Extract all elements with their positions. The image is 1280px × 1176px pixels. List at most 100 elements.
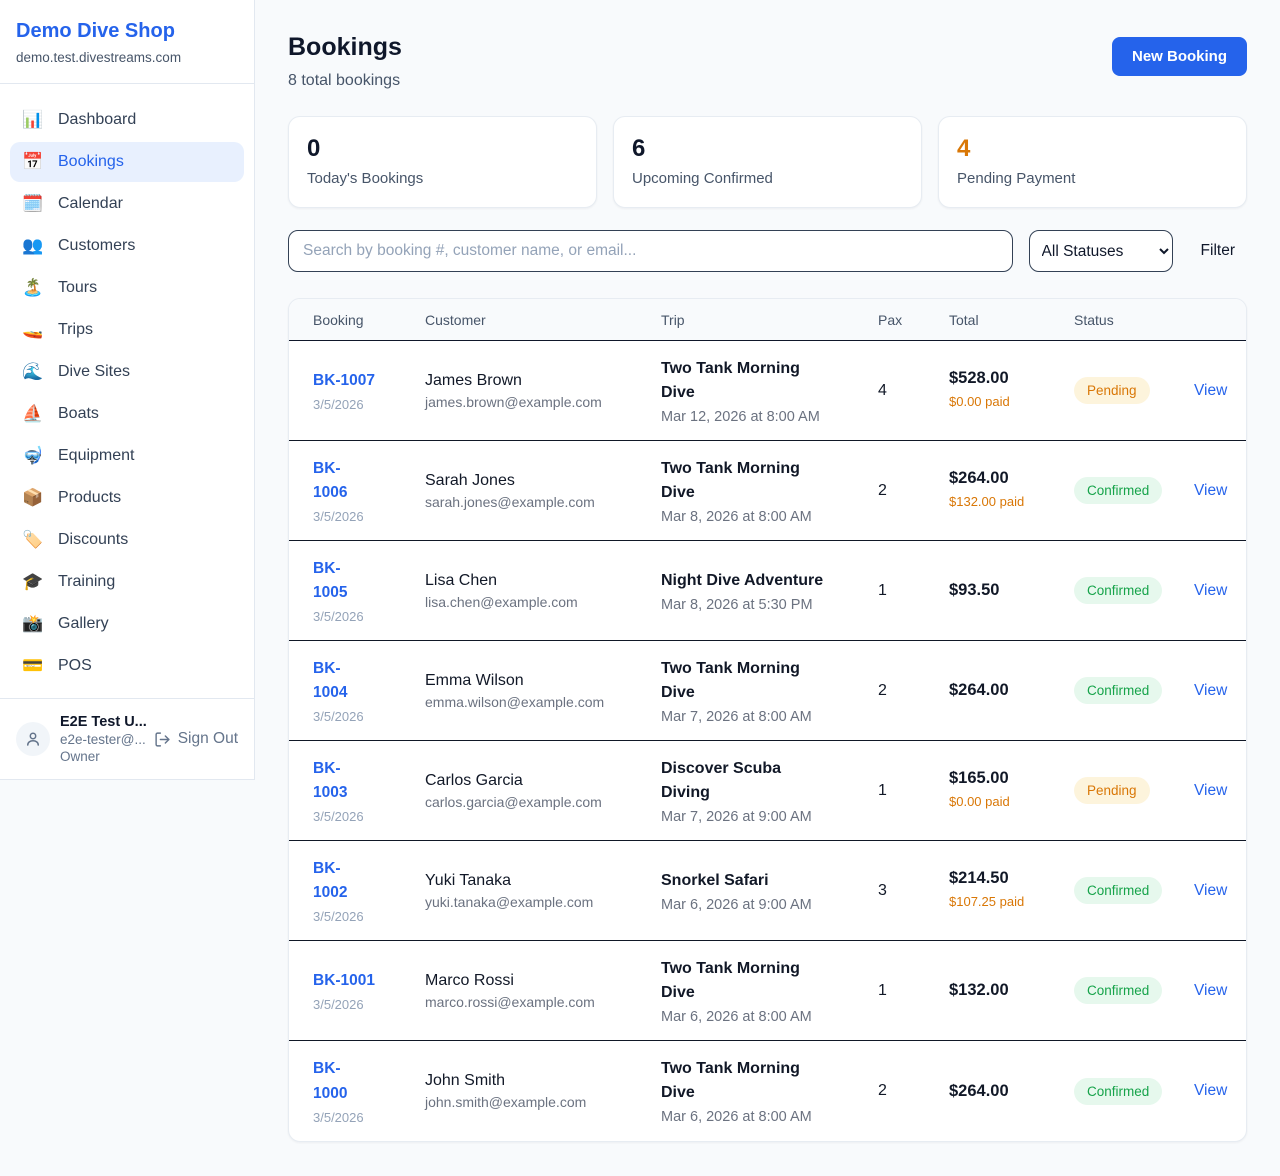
trip-cell: Two Tank Morning Dive Mar 12, 2026 at 8:… (661, 357, 878, 425)
trip-cell: Two Tank Morning Dive Mar 7, 2026 at 8:0… (661, 657, 878, 725)
trip-name: Two Tank Morning Dive (661, 959, 800, 1001)
status-select[interactable]: All Statuses (1028, 230, 1173, 272)
table-row: BK-1001 3/5/2026 Marco Rossi marco.rossi… (289, 941, 1246, 1041)
booking-id-link[interactable]: BK-1007 (313, 371, 376, 389)
bar-chart-icon: 📊 (22, 110, 44, 129)
status-cell: Confirmed (1074, 477, 1194, 504)
view-link[interactable]: View (1194, 781, 1228, 799)
view-link[interactable]: View (1194, 681, 1228, 699)
stat-label: Pending Payment (957, 170, 1076, 187)
total-amount: $132.00 (949, 981, 1009, 999)
booking-id-link[interactable]: BK-1002 (313, 859, 348, 901)
user-meta: E2E Test U... e2e-tester@... Owner (60, 714, 147, 764)
booking-id-link[interactable]: BK-1003 (313, 759, 348, 801)
total-cell: $264.00 (949, 681, 1074, 700)
status-cell: Confirmed (1074, 677, 1194, 704)
sidebar-item-customers[interactable]: 👥 Customers (10, 226, 244, 266)
actions-cell: View (1194, 682, 1227, 700)
total-amount: $165.00 (949, 769, 1009, 788)
sidebar-item-pos[interactable]: 💳 POS (10, 646, 244, 686)
sidebar-item-trips[interactable]: 🚤 Trips (10, 310, 244, 350)
total-cell: $214.50 $107.25 paid (949, 869, 1074, 912)
booking-date: 3/5/2026 (313, 997, 364, 1012)
stat-value: 0 (307, 135, 321, 162)
package-icon: 📦 (22, 488, 44, 507)
view-link[interactable]: View (1194, 581, 1228, 599)
column-header-booking: Booking (313, 311, 364, 328)
brand-name: Demo Dive Shop (16, 20, 175, 42)
sidebar-item-dashboard[interactable]: 📊 Dashboard (10, 100, 244, 140)
table-row: BK-1006 3/5/2026 Sarah Jones sarah.jones… (289, 441, 1246, 541)
logout-icon (155, 731, 170, 747)
pax-value: 2 (878, 681, 887, 699)
booking-id-link[interactable]: BK-1000 (313, 1060, 348, 1102)
booking-date: 3/5/2026 (313, 709, 364, 725)
view-link[interactable]: View (1194, 881, 1228, 899)
pax-value: 1 (878, 781, 887, 799)
paid-amount: $0.00 paid (949, 394, 1010, 410)
table-row: BK-1007 3/5/2026 James Brown james.brown… (289, 341, 1246, 441)
column-header-total: Total (949, 311, 979, 328)
actions-cell: View (1194, 582, 1227, 600)
sidebar-item-bookings[interactable]: 📅 Bookings (10, 142, 244, 182)
customer-name: John Smith (425, 1072, 506, 1089)
view-link[interactable]: View (1194, 481, 1228, 499)
column-header-status: Status (1074, 311, 1114, 328)
customer-cell: Yuki Tanaka yuki.tanaka@example.com (425, 872, 661, 910)
trip-datetime: Mar 6, 2026 at 9:00 AM (661, 896, 812, 913)
customer-email: emma.wilson@example.com (425, 693, 605, 710)
column-header-trip: Trip (661, 311, 685, 328)
pax-value: 2 (878, 1082, 887, 1099)
customer-email: sarah.jones@example.com (425, 493, 595, 510)
paid-amount: $132.00 paid (949, 494, 1025, 510)
search-input[interactable] (288, 230, 1013, 272)
booking-date: 3/5/2026 (313, 397, 364, 412)
actions-cell: View (1194, 1082, 1227, 1100)
booking-id-link[interactable]: BK-1005 (313, 559, 348, 601)
sidebar-item-dive-sites[interactable]: 🌊 Dive Sites (10, 352, 244, 392)
sidebar-item-label: Tours (58, 279, 98, 296)
table-row: BK-1004 3/5/2026 Emma Wilson emma.wilson… (289, 641, 1246, 741)
sidebar-item-label: Gallery (58, 615, 109, 632)
sidebar-item-label: POS (58, 657, 92, 674)
trip-cell: Night Dive Adventure Mar 8, 2026 at 5:30… (661, 569, 878, 613)
sign-out-button[interactable]: Sign Out (154, 730, 238, 748)
view-link[interactable]: View (1194, 381, 1228, 399)
sidebar-item-products[interactable]: 📦 Products (10, 478, 244, 518)
booking-id-link[interactable]: BK-1006 (313, 459, 348, 501)
view-link[interactable]: View (1194, 981, 1228, 999)
page-header: Bookings 8 total bookings New Booking (288, 33, 1247, 90)
page-subtitle: 8 total bookings (288, 72, 401, 89)
island-icon: 🏝️ (22, 278, 44, 297)
booking-id-link[interactable]: BK-1001 (313, 971, 376, 989)
customer-name: Lisa Chen (425, 571, 498, 589)
status-badge: Confirmed (1074, 877, 1163, 904)
sidebar-item-label: Boats (58, 405, 99, 422)
sidebar-item-gallery[interactable]: 📸 Gallery (10, 604, 244, 644)
view-link[interactable]: View (1194, 1082, 1228, 1099)
filter-button[interactable]: Filter (1189, 242, 1247, 260)
sidebar-item-boats[interactable]: ⛵ Boats (10, 394, 244, 434)
booking-cell: BK-1002 3/5/2026 (313, 857, 425, 924)
new-booking-button[interactable]: New Booking (1111, 37, 1247, 76)
sidebar-item-tours[interactable]: 🏝️ Tours (10, 268, 244, 308)
sidebar-item-discounts[interactable]: 🏷️ Discounts (10, 520, 244, 560)
status-cell: Confirmed (1074, 1077, 1194, 1105)
pax-value: 4 (878, 381, 887, 399)
booking-id-link[interactable]: BK-1004 (313, 659, 348, 701)
column-header-customer: Customer (425, 311, 486, 328)
total-cell: $132.00 (949, 981, 1074, 1000)
actions-cell: View (1194, 382, 1227, 400)
status-badge: Confirmed (1074, 1077, 1163, 1105)
sidebar-item-equipment[interactable]: 🤿 Equipment (10, 436, 244, 476)
calendar-icon: 📅 (22, 152, 44, 171)
status-badge: Confirmed (1074, 977, 1163, 1004)
sidebar-item-calendar[interactable]: 🗓️ Calendar (10, 184, 244, 224)
trip-name: Two Tank Morning Dive (661, 659, 800, 701)
booking-cell: BK-1006 3/5/2026 (313, 457, 425, 524)
trip-datetime: Mar 7, 2026 at 9:00 AM (661, 808, 812, 825)
stat-label: Today's Bookings (307, 170, 424, 187)
status-cell: Confirmed (1074, 877, 1194, 904)
sidebar-item-training[interactable]: 🎓 Training (10, 562, 244, 602)
table-row: BK-1005 3/5/2026 Lisa Chen lisa.chen@exa… (289, 541, 1246, 641)
